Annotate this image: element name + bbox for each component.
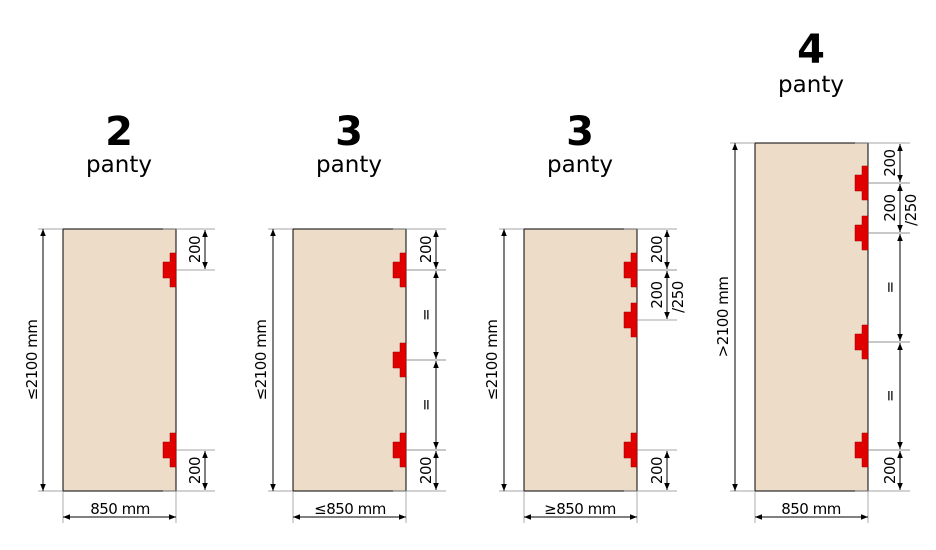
spacing-label: = [417, 309, 435, 321]
width-label: 850 mm [90, 500, 150, 518]
height-label: ≤2100 mm [483, 320, 501, 401]
hinge-count: 3 [335, 109, 363, 155]
spacing-label: 200 [881, 194, 899, 221]
door-4-hinges: 4 panty >2100 mm 850 mm 200 200/250 = = 200 [714, 27, 920, 523]
door-panel [62, 228, 177, 492]
hinge-icon [623, 252, 638, 288]
width-label: ≥850 mm [544, 500, 616, 518]
spacing-label: 200 [186, 457, 204, 484]
door-2-hinges: 2 panty ≤2100 mm 850 mm 200 200 [23, 109, 215, 523]
alternative-spacing-label: /250 [669, 281, 687, 313]
hinge-icon [162, 252, 177, 288]
hinge-word: panty [316, 152, 382, 178]
door-panel [754, 142, 869, 492]
height-label: >2100 mm [714, 277, 732, 358]
spacing-label: 200 [881, 457, 899, 484]
hinge-word: panty [86, 152, 152, 178]
height-label: ≤2100 mm [252, 320, 270, 401]
hinge-icon [854, 165, 869, 201]
spacing-label: 200 [648, 457, 666, 484]
hinge-icon [392, 342, 407, 378]
spacing-label: = [417, 399, 435, 411]
spacing-label: 200 [186, 236, 204, 263]
spacing-label: 200 [648, 281, 666, 308]
door-3-hinges-equal: 3 panty ≤2100 mm ≤850 mm 200 = = 200 [252, 109, 446, 523]
hinge-count: 4 [797, 27, 825, 73]
spacing-label: 200 [417, 457, 435, 484]
hinge-icon [392, 432, 407, 468]
width-label: 850 mm [781, 500, 841, 518]
width-label: ≤850 mm [314, 500, 386, 518]
door-panel [523, 228, 638, 492]
hinge-word: panty [778, 72, 844, 98]
spacing-label: 200 [881, 149, 899, 176]
height-label: ≤2100 mm [23, 320, 41, 401]
alternative-spacing-label: /250 [902, 194, 920, 226]
spacing-label: 200 [417, 236, 435, 263]
hinge-word: panty [547, 152, 613, 178]
hinge-count: 2 [105, 109, 133, 155]
hinge-icon [854, 432, 869, 468]
hinge-icon [623, 432, 638, 468]
hinge-icon [623, 302, 638, 338]
spacing-label: 200 [648, 236, 666, 263]
spacing-label: = [881, 281, 899, 293]
hinge-icon [162, 432, 177, 468]
hinge-count: 3 [566, 109, 594, 155]
hinge-icon [392, 252, 407, 288]
hinge-icon [854, 215, 869, 251]
hinge-icon [854, 324, 869, 360]
door-panel [292, 228, 407, 492]
spacing-label: = [881, 390, 899, 402]
